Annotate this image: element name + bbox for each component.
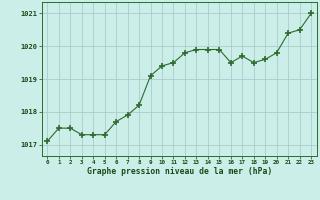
X-axis label: Graphe pression niveau de la mer (hPa): Graphe pression niveau de la mer (hPa) xyxy=(87,167,272,176)
